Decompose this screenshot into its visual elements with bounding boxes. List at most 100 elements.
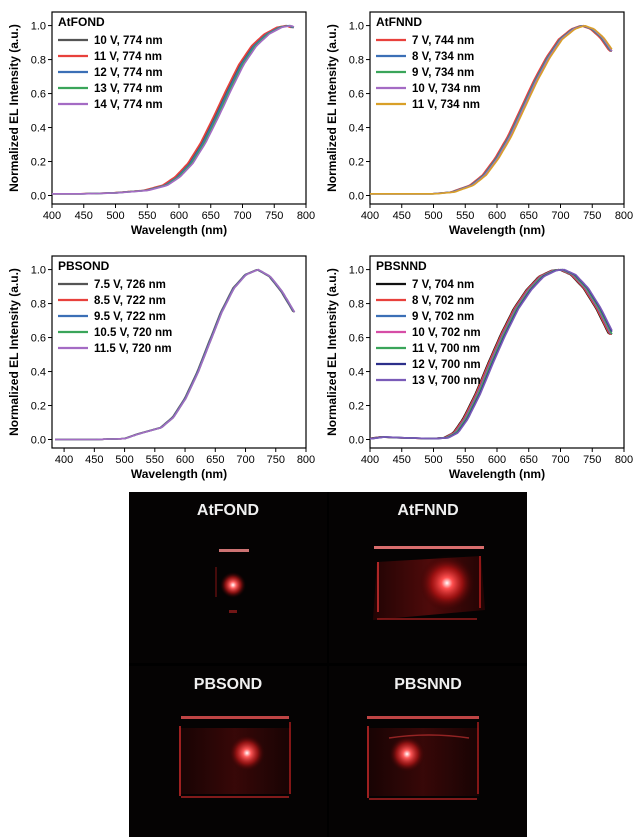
x-tick-label: 400: [361, 210, 379, 222]
x-tick-label: 600: [488, 454, 506, 466]
legend-entry: 7.5 V, 726 nm: [94, 279, 166, 291]
y-tick-label: 0.2: [349, 157, 364, 169]
panel-title: PBSNND: [376, 259, 427, 273]
series-line: [52, 25, 294, 195]
series-line: [369, 268, 613, 440]
photo-label: PBSNND: [394, 676, 462, 693]
legend-entry: 11 V, 700 nm: [412, 343, 480, 355]
x-tick-label: 550: [456, 454, 474, 466]
y-tick-label: 0.2: [349, 401, 364, 413]
chart-atfnnd: 400 450 500 550 600 650 700 750 800 0.0 0.2 0.4 0.6 0…: [325, 11, 633, 237]
y-tick-label: 1.0: [349, 21, 364, 33]
y-tick-label: 0.6: [349, 89, 364, 101]
emission-image: [367, 716, 479, 800]
chart-atfond: 400 450 500 550 600 650 700 750 800 0.0 0.2 0.4 0.6 0…: [7, 11, 315, 237]
y-tick-label: 0.2: [31, 401, 46, 413]
y-axis-title: Normalized EL Intensity (a.u.): [7, 268, 21, 436]
device-photo-pbsnnd: PBSNND: [329, 666, 527, 837]
plot-frame: [369, 11, 625, 205]
y-tick-label: 0.8: [349, 299, 364, 311]
x-axis-title: Wavelength (nm): [131, 467, 227, 481]
y-tick-label: 1.0: [31, 21, 46, 33]
x-tick-label: 600: [488, 210, 506, 222]
x-tick-label: 650: [202, 210, 220, 222]
series-line: [52, 24, 295, 195]
x-axis-title: Wavelength (nm): [449, 467, 545, 481]
series-line: [55, 268, 296, 441]
series-line: [55, 269, 296, 441]
series-line: [52, 24, 294, 195]
device-photo-pbsond: PBSOND: [129, 666, 327, 837]
x-tick-label: 650: [520, 210, 538, 222]
x-tick-label: 700: [551, 454, 569, 466]
x-tick-label: 550: [138, 210, 156, 222]
series-line: [369, 268, 613, 440]
legend-entry: 13 V, 774 nm: [94, 83, 163, 95]
emission-image: [373, 546, 485, 620]
x-tick-label: 400: [361, 454, 379, 466]
y-tick-label: 0.4: [31, 123, 46, 135]
chart-panel-pbsond: 400 450 500 550 600 650 700 750 800 0.0 0.2 0.4 0.6 0…: [0, 244, 318, 484]
photo-label: AtFNND: [397, 502, 459, 519]
x-tick-label: 450: [85, 454, 103, 466]
legend-entry: 9.5 V, 722 nm: [94, 311, 166, 323]
legend-entry: 10.5 V, 720 nm: [94, 327, 172, 339]
legend-entry: 12 V, 700 nm: [412, 359, 481, 371]
x-tick-label: 400: [43, 210, 61, 222]
y-tick-label: 0.4: [349, 123, 364, 135]
x-tick-label: 700: [236, 454, 254, 466]
y-tick-label: 0.6: [31, 89, 46, 101]
legend-entry: 10 V, 734 nm: [412, 83, 481, 95]
x-tick-label: 400: [55, 454, 73, 466]
y-tick-label: 0.0: [349, 435, 364, 447]
x-tick-label: 550: [456, 210, 474, 222]
x-tick-label: 750: [265, 210, 283, 222]
panel-title: PBSOND: [58, 259, 110, 273]
photo-label: PBSOND: [193, 676, 263, 693]
plot-frame: [51, 255, 307, 449]
device-photo-atfnnd: AtFNND: [329, 492, 527, 663]
x-tick-label: 800: [615, 210, 633, 222]
legend-entry: 8 V, 734 nm: [412, 51, 474, 63]
x-tick-label: 800: [297, 454, 315, 466]
x-tick-label: 450: [393, 454, 411, 466]
y-tick-label: 0.2: [31, 157, 46, 169]
series-line: [370, 268, 613, 440]
panel-title: AtFOND: [58, 15, 105, 29]
emission-image: [179, 716, 291, 798]
x-tick-label: 550: [146, 454, 164, 466]
series-line: [370, 268, 613, 440]
legend-entry: 8.5 V, 722 nm: [94, 295, 166, 307]
y-axis-title: Normalized EL Intensity (a.u.): [325, 268, 339, 436]
chart-pbsnnd: 400 450 500 550 600 650 700 750 800 0.0 0.2 0.4 0.6 0…: [325, 255, 633, 481]
x-tick-label: 450: [393, 210, 411, 222]
x-tick-label: 800: [615, 454, 633, 466]
emission-image: [215, 549, 249, 613]
series-line: [369, 268, 612, 440]
x-tick-label: 500: [115, 454, 133, 466]
y-tick-label: 0.6: [31, 333, 46, 345]
legend-entry: 9 V, 734 nm: [412, 67, 474, 79]
legend-entry: 7 V, 744 nm: [412, 35, 474, 47]
y-tick-label: 0.8: [349, 55, 364, 67]
device-photo-atfond: AtFOND: [129, 492, 327, 663]
photo-label: AtFOND: [196, 502, 260, 519]
y-tick-label: 0.8: [31, 299, 46, 311]
y-tick-label: 0.4: [31, 367, 46, 379]
series-line: [369, 268, 613, 440]
series-line: [52, 25, 295, 195]
legend-entry: 10 V, 702 nm: [412, 327, 481, 339]
y-tick-label: 1.0: [31, 265, 46, 277]
legend-entry: 7 V, 704 nm: [412, 279, 474, 291]
y-tick-label: 0.6: [349, 333, 364, 345]
y-tick-label: 0.0: [31, 191, 46, 203]
x-tick-label: 750: [583, 210, 601, 222]
device-photo-grid: AtFOND AtFNND: [129, 492, 527, 837]
panel-title: AtFNND: [376, 15, 422, 29]
y-axis-title: Normalized EL Intensity (a.u.): [7, 24, 21, 192]
chart-panel-pbsnnd: 400 450 500 550 600 650 700 750 800 0.0 0.2 0.4 0.6 0…: [318, 244, 636, 484]
chart-panel-atfond: 400 450 500 550 600 650 700 750 800 0.0 0.2 0.4 0.6 0…: [0, 0, 318, 240]
x-tick-label: 750: [267, 454, 285, 466]
x-axis-title: Wavelength (nm): [449, 223, 545, 237]
x-axis-title: Wavelength (nm): [131, 223, 227, 237]
